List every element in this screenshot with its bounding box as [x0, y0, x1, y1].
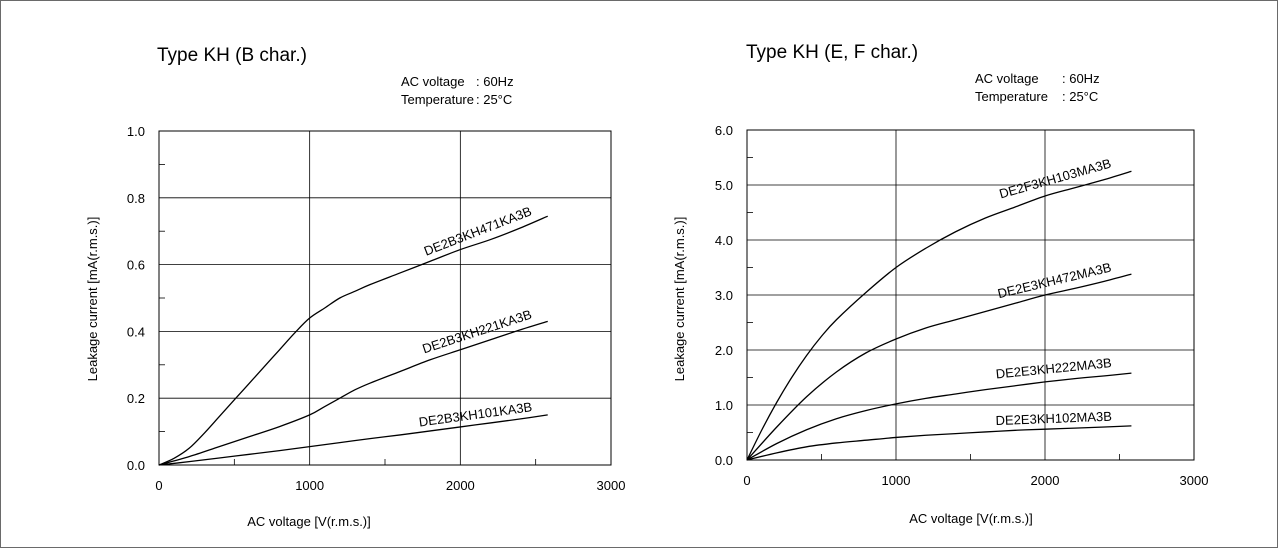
y-tick-label: 0.0 — [715, 453, 733, 468]
y-tick-label: 2.0 — [715, 343, 733, 358]
condition-label-ac-voltage: AC voltage — [401, 74, 465, 89]
y-tick-label: 0.8 — [127, 191, 145, 206]
series-label: DE2E3KH222MA3B — [995, 355, 1112, 381]
x-tick-label: 1000 — [295, 478, 324, 493]
condition-label-temperature: Temperature — [401, 92, 474, 107]
x-axis-label: AC voltage [V(r.m.s.)] — [247, 514, 371, 529]
series-label: DE2F3KH103MA3B — [997, 156, 1112, 202]
plot-area: 0.0 1.0 2.0 3.0 4.0 5.0 6.0 0 1000 2000 3000 DE2F3K… — [715, 123, 1209, 488]
x-tick-label: 2000 — [446, 478, 475, 493]
plot-area: 0.0 0.2 0.4 0.6 0.8 1.0 0 1000 2000 3000 DE2B3KH47… — [127, 124, 626, 493]
y-tick-label: 0.6 — [127, 258, 145, 273]
y-tick-label: 0.2 — [127, 391, 145, 406]
y-axis-label: Leakage current [mA(r.m.s.)] — [672, 217, 687, 382]
condition-value-temperature: : 25°C — [1062, 89, 1098, 104]
x-tick-label: 0 — [155, 478, 162, 493]
series-label: DE2E3KH102MA3B — [995, 409, 1112, 428]
condition-value-ac-voltage: : 60Hz — [476, 74, 514, 89]
series-line — [746, 425, 1132, 461]
series-line — [746, 372, 1132, 461]
x-tick-label: 2000 — [1031, 473, 1060, 488]
chart-type-kh-e-f-char: Type KH (E, F char.) AC voltage : 60Hz T… — [672, 42, 1208, 526]
series-line — [158, 320, 548, 466]
chart-title: Type KH (E, F char.) — [746, 42, 918, 63]
series-line — [158, 215, 548, 466]
x-tick-label: 1000 — [882, 473, 911, 488]
condition-value-temperature: : 25°C — [476, 92, 512, 107]
y-tick-label: 5.0 — [715, 178, 733, 193]
series-line — [746, 170, 1132, 461]
x-tick-label: 0 — [743, 473, 750, 488]
series-line — [746, 273, 1132, 461]
x-axis-label: AC voltage [V(r.m.s.)] — [909, 511, 1033, 526]
y-axis-label: Leakage current [mA(r.m.s.)] — [85, 217, 100, 382]
chart-type-kh-b-char: Type KH (B char.) AC voltage : 60Hz Temp… — [85, 45, 625, 529]
x-tick-label: 3000 — [597, 478, 626, 493]
plot-border — [158, 130, 612, 466]
condition-label-temperature: Temperature — [975, 89, 1048, 104]
y-tick-label: 4.0 — [715, 233, 733, 248]
y-tick-label: 3.0 — [715, 288, 733, 303]
x-tick-label: 3000 — [1180, 473, 1209, 488]
condition-label-ac-voltage: AC voltage — [975, 71, 1039, 86]
y-tick-label: 6.0 — [715, 123, 733, 138]
series-line — [158, 414, 548, 466]
chart-title: Type KH (B char.) — [157, 45, 307, 66]
condition-value-ac-voltage: : 60Hz — [1062, 71, 1100, 86]
y-tick-label: 1.0 — [127, 124, 145, 139]
y-tick-label: 0.0 — [127, 458, 145, 473]
y-tick-label: 1.0 — [715, 398, 733, 413]
y-tick-label: 0.4 — [127, 324, 145, 339]
series-label: DE2B3KH471KA3B — [422, 203, 534, 258]
